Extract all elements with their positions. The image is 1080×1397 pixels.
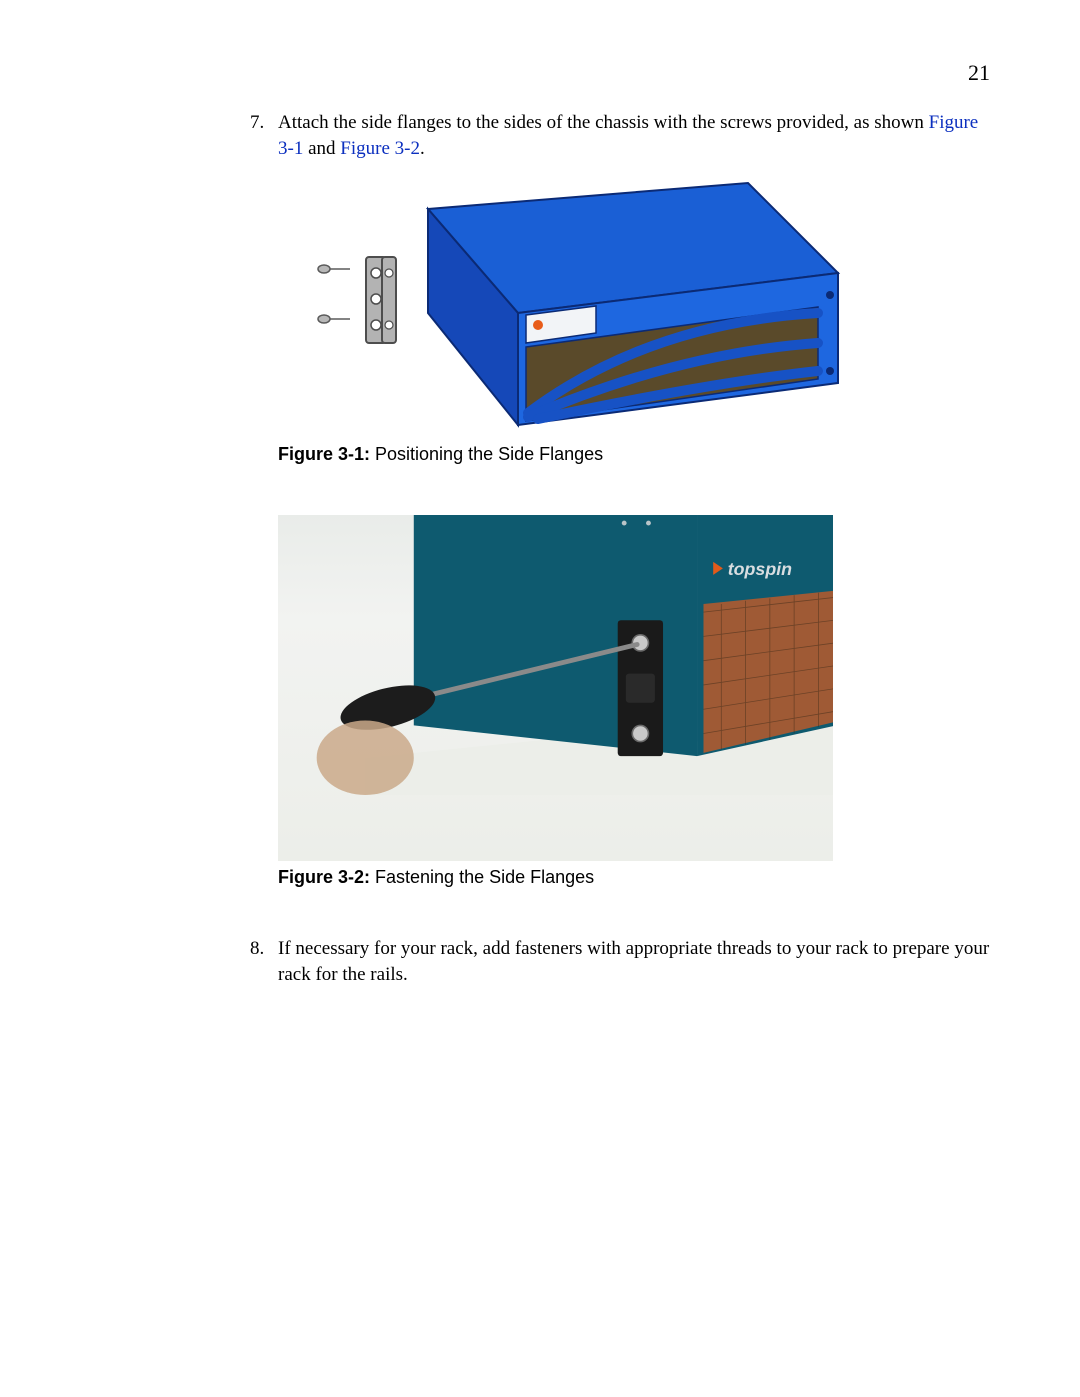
page: 21 7. Attach the side flanges to the sid…	[0, 0, 1080, 1397]
list-item-7-number: 7.	[250, 110, 278, 161]
chassis-icon	[428, 183, 838, 425]
xref-figure-3-2[interactable]: Figure 3-2	[340, 138, 420, 159]
text-7a: Attach the side flanges to the sides of …	[278, 112, 929, 133]
figure-3-2-text: Fastening the Side Flanges	[370, 867, 594, 887]
figure-3-1-caption: Figure 3-1: Positioning the Side Flanges	[278, 444, 990, 465]
side-flange-icon	[618, 620, 663, 756]
list-item-7: 7. Attach the side flanges to the sides …	[250, 110, 990, 161]
list-item-8-number: 8.	[250, 936, 278, 987]
list-item-8-body: If necessary for your rack, add fastener…	[278, 936, 990, 987]
list-item-7-body: Attach the side flanges to the sides of …	[278, 110, 990, 161]
figure-3-2-photo: topspin	[278, 515, 833, 861]
figure-3-1-text: Positioning the Side Flanges	[370, 444, 603, 464]
figure-3-2-label: Figure 3-2:	[278, 867, 370, 887]
text-7c: .	[420, 138, 425, 159]
hand-icon	[317, 721, 414, 795]
figure-3-1: Figure 3-1: Positioning the Side Flanges	[278, 173, 990, 465]
text-7b: and	[303, 138, 340, 159]
figure-3-1-label: Figure 3-1:	[278, 444, 370, 464]
svg-text:topspin: topspin	[728, 559, 792, 579]
figure-3-1-illustration	[278, 173, 858, 433]
page-number: 21	[968, 60, 990, 86]
figure-3-2-caption: Figure 3-2: Fastening the Side Flanges	[278, 867, 990, 888]
figure-3-2: topspin	[278, 515, 990, 888]
figure-3-2-svg: topspin	[308, 515, 833, 795]
list-item-8: 8. If necessary for your rack, add faste…	[250, 936, 990, 987]
left-screws-icon	[318, 265, 350, 323]
left-bracket-icon	[366, 257, 396, 343]
